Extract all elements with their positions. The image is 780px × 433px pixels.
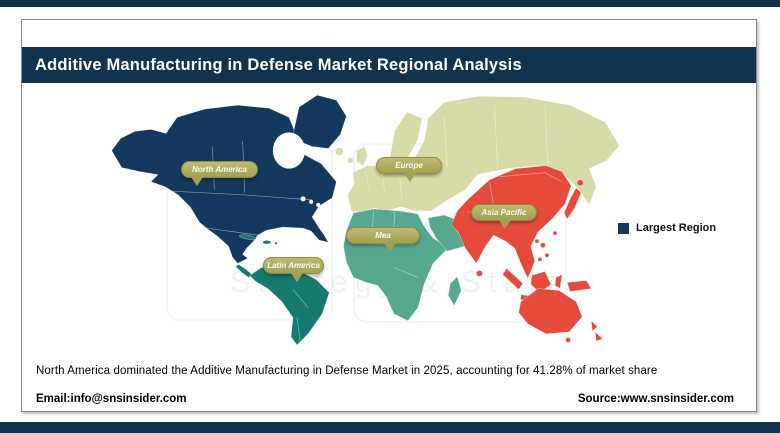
bottom-accent-bar: [0, 422, 780, 433]
sri-lanka: [476, 270, 483, 277]
map-label-asia-pacific: Asia Pacific: [471, 204, 537, 229]
new-zealand: [595, 331, 603, 342]
cuba: [238, 234, 257, 240]
madagascar: [447, 276, 462, 306]
region-latin-america: [235, 234, 330, 346]
japan: [563, 187, 582, 220]
philippines: [537, 257, 543, 262]
map-label-north-america: North America: [181, 161, 258, 186]
region-europe: [335, 95, 620, 214]
borneo: [530, 271, 552, 293]
hainan: [534, 238, 540, 244]
footer-email: Email:info@snsinsider.com: [36, 393, 187, 405]
page-title: Additive Manufacturing in Defense Market…: [35, 55, 522, 74]
iceland: [335, 147, 344, 156]
map-label-mea: Mea: [346, 227, 420, 252]
hokkaido: [576, 179, 584, 187]
tasmania: [565, 337, 571, 343]
united-kingdom: [356, 146, 368, 166]
south-america: [249, 267, 330, 346]
summary-text: North America dominated the Additive Man…: [36, 364, 658, 377]
sulawesi: [554, 274, 563, 289]
footer-source: Source:www.snsinsider.com: [577, 393, 734, 405]
title-bar: Additive Manufacturing in Defense Market…: [22, 47, 756, 83]
legend: Largest Region: [618, 222, 716, 234]
greenland: [292, 94, 347, 149]
region-north-america: [111, 94, 347, 264]
region-asia-pacific: [450, 165, 603, 343]
ireland: [347, 157, 354, 164]
puerto-rico: [274, 241, 278, 245]
asia-mainland: [450, 165, 572, 279]
top-accent-bar: [0, 0, 780, 7]
taiwan: [552, 230, 558, 236]
hispaniola: [262, 240, 272, 245]
world-map: [111, 94, 620, 346]
legend-swatch: [618, 222, 629, 234]
infographic-card: Additive Manufacturing in Defense Market…: [21, 19, 757, 412]
map-label-europe: Europe: [376, 157, 442, 182]
philippines: [544, 253, 550, 258]
sumatra: [502, 268, 524, 290]
australia: [518, 288, 583, 335]
philippines: [540, 242, 546, 248]
new-zealand: [591, 320, 598, 332]
map-label-latin-america: Latin America: [263, 257, 324, 282]
legend-label: Largest Region: [636, 222, 717, 234]
new-guinea: [566, 280, 592, 292]
hudson-bay-great-lakes: [272, 132, 321, 207]
